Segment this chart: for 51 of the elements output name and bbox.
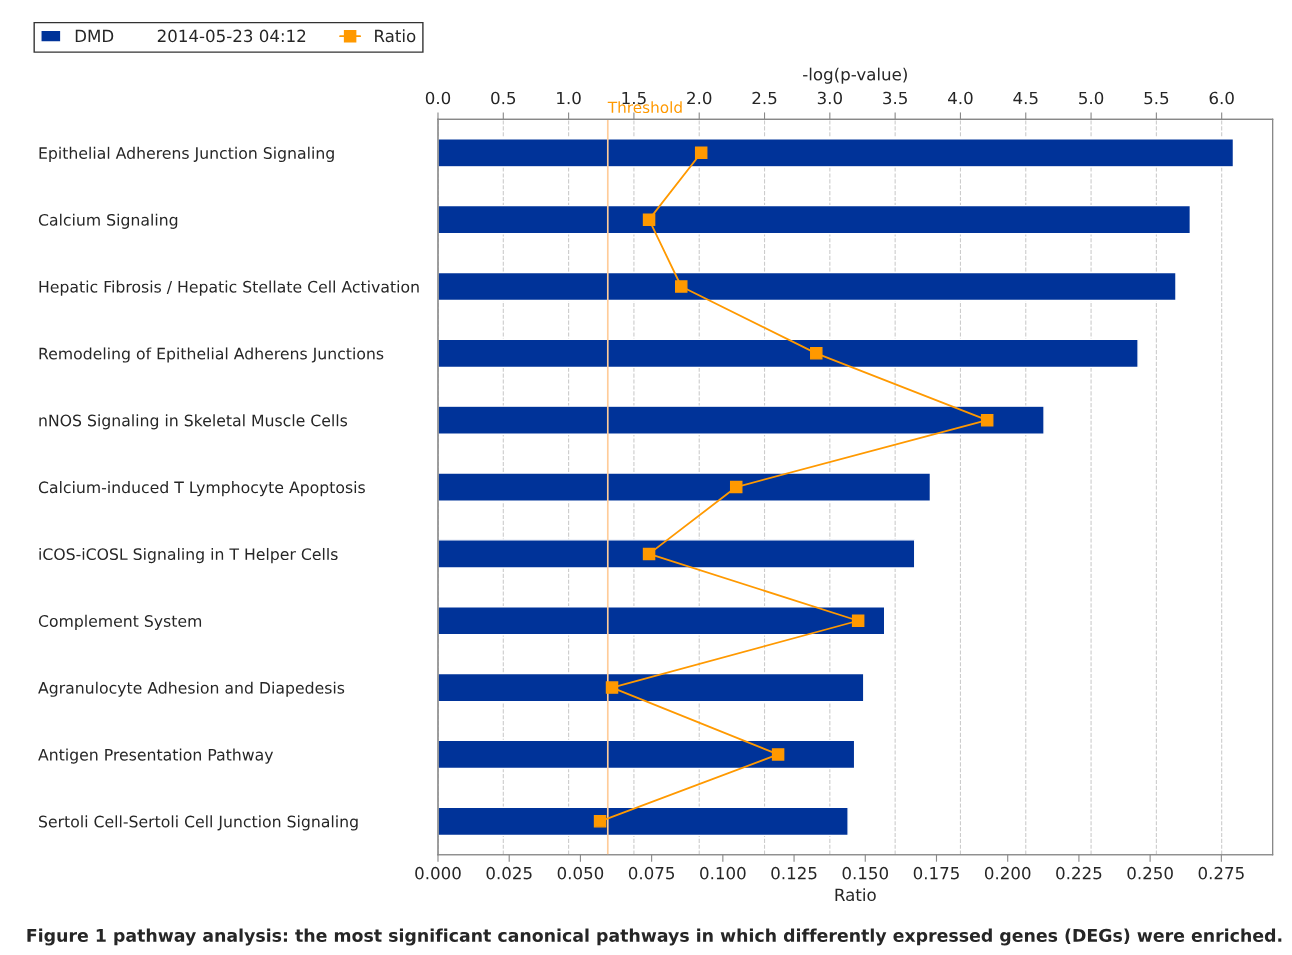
point: [605, 681, 619, 694]
y-tick-label: Remodeling of Epithelial Adherens Junctions: [39, 347, 384, 363]
y-tick-label: Antigen Presentation Pathway: [38, 748, 274, 764]
point: [593, 815, 607, 828]
x2-tick-label: 3.0: [817, 91, 842, 105]
point: [980, 413, 994, 427]
x2-tick-label: 1.0: [557, 91, 581, 105]
x-tick-label: 0.125: [771, 866, 817, 880]
x-tick-label: 0.225: [1056, 866, 1102, 880]
y-tick-label: Epithelial Adherens Junction Signaling: [39, 146, 334, 163]
point: [810, 347, 823, 360]
caption: Figure 1 pathway analysis: the most significant canonical pathways in which differently expressed genes (DEGs) were enriched.: [27, 928, 1282, 946]
y-tick-label: Complement System: [38, 614, 202, 630]
x2-tick-label: 4.5: [1013, 91, 1038, 105]
x2-axis-title: -log(p-value): [803, 67, 907, 84]
point: [851, 614, 865, 628]
y-tick-label: Hepatic Fibrosis / Hepatic Stellate Cell Activation: [39, 280, 419, 296]
point: [642, 213, 656, 226]
x2-tick-label: 2.5: [752, 91, 777, 105]
x2-tick-label: 0.5: [491, 91, 516, 105]
x2-tick-label: 0.0: [425, 91, 451, 105]
x-tick-label: 0.025: [486, 866, 532, 880]
x-tick-label: 0.075: [628, 866, 675, 880]
x-tick-label: 0.100: [700, 866, 746, 880]
x2-tick-label: 5.0: [1079, 91, 1104, 105]
x2-tick-label: 5.5: [1144, 91, 1169, 105]
y-tick-label: Sertoli Cell-Sertoli Cell Junction Signaling: [39, 815, 358, 831]
y-tick-label: Calcium-induced T Lymphocyte Apoptosis: [38, 481, 365, 497]
x-tick-label: 0.150: [842, 866, 889, 880]
x-tick-label: 0.200: [984, 866, 1031, 880]
point: [771, 748, 785, 761]
x-tick-label: 0.050: [557, 866, 604, 880]
y-tick-label: Calcium Signaling: [38, 213, 178, 229]
point: [729, 480, 743, 494]
x-tick-label: 0.250: [1127, 866, 1173, 880]
point: [694, 146, 708, 160]
x-tick-label: 0.000: [415, 866, 461, 880]
legend-label: DMD 2014-05-23 04:12: [75, 29, 306, 43]
x-tick-label: 0.175: [913, 866, 959, 880]
x2-tick-label: 2.0: [687, 91, 712, 105]
x-tick-label: 0.275: [1198, 866, 1244, 880]
y-tick-label: nNOS Signaling in Skeletal Muscle Cells: [39, 414, 348, 430]
point: [642, 547, 656, 561]
x2-tick-label: 6.0: [1209, 91, 1234, 105]
point: [675, 280, 688, 293]
x2-tick-label: 4.0: [948, 91, 973, 105]
legend-label: Ratio: [375, 29, 416, 43]
x2-tick-label: 3.5: [883, 91, 907, 105]
y-tick-label: Agranulocyte Adhesion and Diapedesis: [38, 681, 345, 697]
x-axis-title: Ratio: [835, 888, 876, 902]
y-tick-label: iCOS-iCOSL Signaling in T Helper Cells: [39, 547, 338, 564]
